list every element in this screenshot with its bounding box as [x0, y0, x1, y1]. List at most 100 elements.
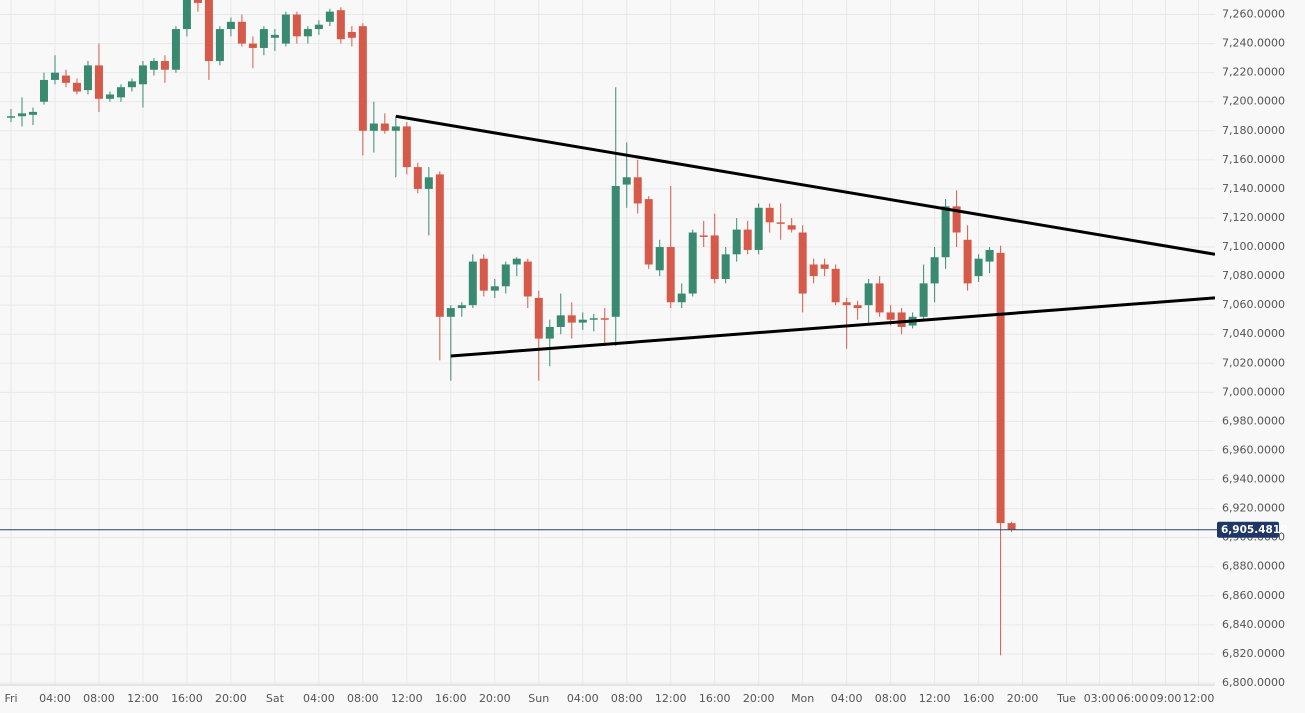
- candle-body: [633, 177, 642, 204]
- candle-body: [270, 34, 279, 38]
- candle-body: [655, 247, 664, 271]
- axes: 6,800.0000 6,820.0000 6,840.0000 6,860.0000…: [4, 8, 1285, 705]
- candle-body: [930, 257, 939, 284]
- candle-body: [446, 308, 455, 317]
- x-tick-label: 12:00: [919, 692, 951, 705]
- y-tick-label: 7,240.0000: [1222, 37, 1285, 50]
- candle-body: [974, 258, 983, 277]
- candle-body: [666, 247, 675, 303]
- last-price-box: [1217, 521, 1279, 538]
- y-tick-label: 7,120.0000: [1222, 211, 1285, 224]
- candle-body: [842, 302, 851, 306]
- candle-body: [39, 79, 48, 102]
- candle-body: [424, 177, 433, 189]
- candle-body: [325, 11, 334, 22]
- candle-body: [919, 283, 928, 317]
- y-tick-label: 7,200.0000: [1222, 95, 1285, 108]
- candle-body: [699, 235, 708, 237]
- x-tick-label: Tue: [1056, 692, 1076, 705]
- y-tick-label: 7,180.0000: [1222, 124, 1285, 137]
- candle-body: [677, 293, 686, 303]
- candle-body: [996, 252, 1005, 524]
- x-tick-label: 16:00: [171, 692, 203, 705]
- x-tick-label: 12:00: [1183, 692, 1215, 705]
- candle-body: [292, 14, 301, 37]
- candle-body: [589, 318, 598, 320]
- candle-body: [336, 10, 345, 40]
- y-tick-label: 6,980.0000: [1222, 414, 1285, 427]
- candle-body: [556, 315, 565, 327]
- x-tick-label: 04:00: [567, 692, 599, 705]
- y-tick-label: 7,140.0000: [1222, 182, 1285, 195]
- x-tick-label: 20:00: [479, 692, 511, 705]
- x-tick-label: Fri: [4, 692, 17, 705]
- x-tick-label: 16:00: [435, 692, 467, 705]
- x-tick-label: 16:00: [963, 692, 995, 705]
- y-tick-label: 6,800.0000: [1222, 676, 1285, 689]
- x-tick-label: 04:00: [39, 692, 71, 705]
- x-tick-label: 08:00: [875, 692, 907, 705]
- candle-body: [512, 258, 521, 265]
- candle-body: [479, 258, 488, 291]
- candle-body: [83, 65, 92, 91]
- x-tick-label: 03:00: [1084, 692, 1116, 705]
- y-tick-label: 6,940.0000: [1222, 473, 1285, 486]
- candle-body: [864, 283, 873, 306]
- candle-body: [94, 65, 103, 99]
- y-tick-label: 6,840.0000: [1222, 618, 1285, 631]
- candle-body: [490, 286, 499, 291]
- x-tick-label: 04:00: [303, 692, 335, 705]
- x-tick-label: 16:00: [699, 692, 731, 705]
- last-price-label: 6,905.4810: [1221, 524, 1287, 536]
- candle-body: [886, 312, 895, 320]
- candle-body: [732, 229, 741, 255]
- y-tick-label: 7,060.0000: [1222, 298, 1285, 311]
- x-tick-label: 09:00: [1150, 692, 1182, 705]
- x-tick-label: Sun: [528, 692, 549, 705]
- candle-body: [875, 283, 884, 313]
- candle-body: [61, 75, 70, 83]
- candle-body: [523, 261, 532, 297]
- trendline: [450, 296, 1215, 358]
- candle-body: [204, 0, 213, 62]
- candle-body: [303, 29, 312, 37]
- candle-body: [545, 326, 554, 339]
- candle-body: [160, 61, 169, 70]
- candle-body: [534, 297, 543, 339]
- candle-body: [105, 94, 114, 99]
- candle-body: [380, 123, 389, 131]
- candle-body: [765, 207, 774, 223]
- y-tick-label: 7,000.0000: [1222, 385, 1285, 398]
- candle-body: [50, 72, 59, 80]
- x-tick-label: 12:00: [127, 692, 159, 705]
- x-tick-label: 04:00: [831, 692, 863, 705]
- candle-body: [743, 229, 752, 250]
- candle-body: [644, 199, 653, 265]
- x-tick-label: 06:00: [1117, 692, 1149, 705]
- trendline: [395, 114, 1215, 256]
- candle-body: [710, 235, 719, 280]
- candle-body: [952, 206, 961, 233]
- candle-body: [567, 315, 576, 323]
- candle-body: [127, 81, 136, 88]
- candle-body: [369, 123, 378, 131]
- x-tick-label: 12:00: [391, 692, 423, 705]
- candle-body: [413, 167, 422, 189]
- candle-body: [820, 264, 829, 269]
- candle-body: [314, 24, 323, 30]
- y-tick-label: 7,080.0000: [1222, 269, 1285, 282]
- y-tick-label: 7,040.0000: [1222, 327, 1285, 340]
- candle-body: [402, 126, 411, 168]
- y-tick-label: 7,220.0000: [1222, 66, 1285, 79]
- candle-body: [457, 305, 466, 309]
- x-tick-label: 08:00: [611, 692, 643, 705]
- candle-body: [138, 65, 147, 85]
- y-tick-label: 6,960.0000: [1222, 443, 1285, 456]
- candle-body: [853, 305, 862, 309]
- candle-body: [72, 82, 81, 92]
- y-tick-label: 7,020.0000: [1222, 356, 1285, 369]
- candle-body: [248, 43, 257, 48]
- candle-body: [963, 239, 972, 284]
- x-tick-label: 08:00: [347, 692, 379, 705]
